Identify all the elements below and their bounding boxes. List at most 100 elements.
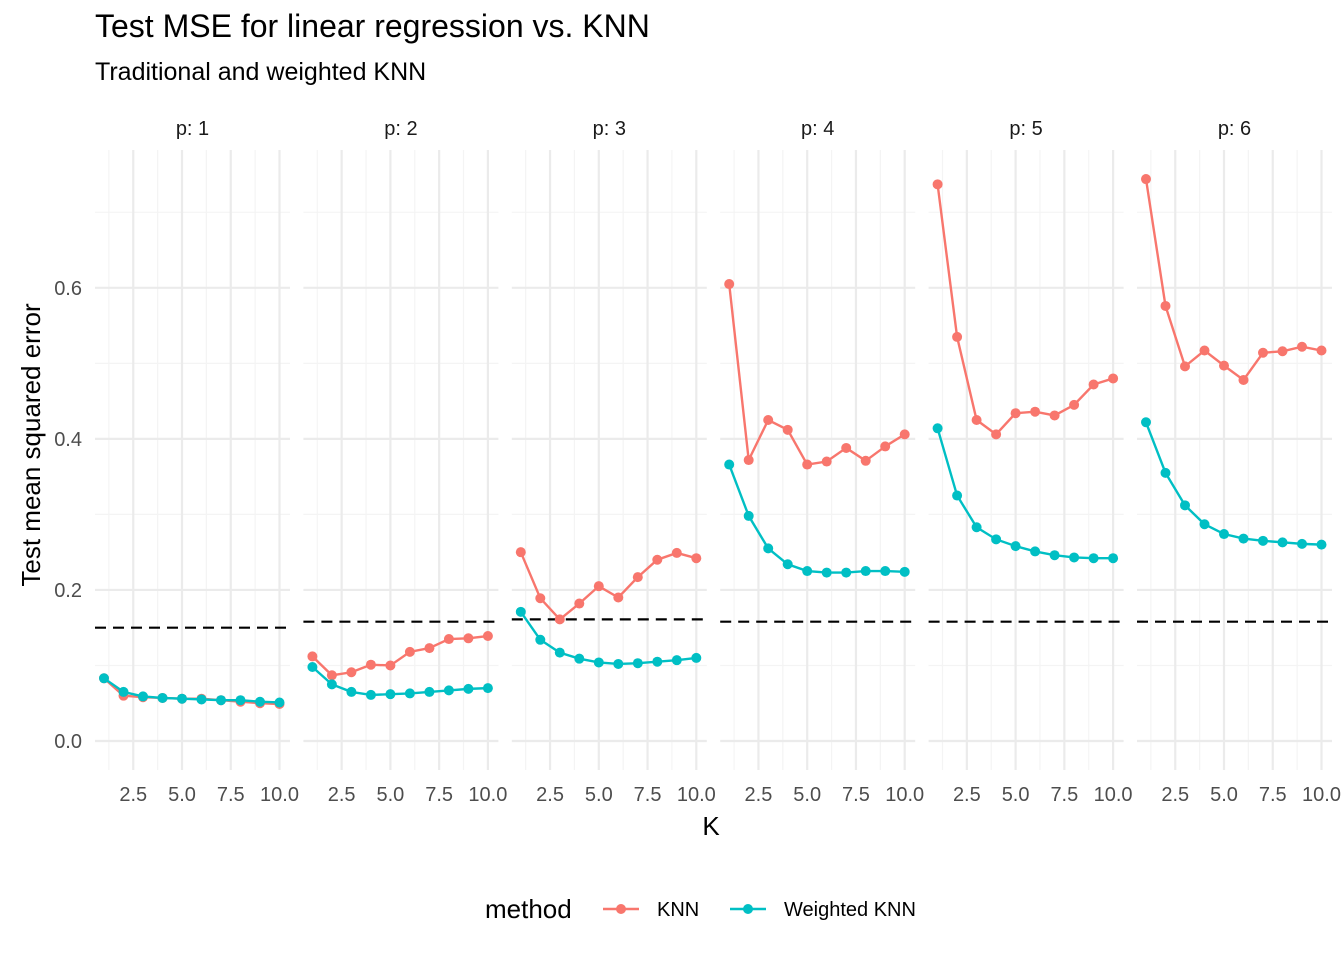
data-point-weighted-knn [1219, 529, 1229, 540]
data-point-weighted-knn [1108, 553, 1119, 564]
series-line-knn [1144, 178, 1322, 382]
facet-label: p: 4 [801, 118, 834, 140]
data-point-knn [326, 670, 337, 681]
data-point-weighted-knn [632, 658, 643, 669]
data-point-weighted-knn [118, 686, 129, 697]
data-point-weighted-knn [255, 696, 265, 707]
x-tick-label: 7.5 [217, 784, 245, 806]
x-tick-label: 7.5 [634, 784, 662, 806]
data-point-weighted-knn [99, 673, 109, 684]
x-tick-label: 2.5 [536, 784, 564, 806]
data-point-weighted-knn [1160, 467, 1171, 478]
data-point-knn [1180, 361, 1190, 372]
data-point-knn [1316, 345, 1327, 356]
facet-panel: p: 4 2.5 5.0 7.5 10.0 [720, 118, 924, 806]
x-tick-label: 5.0 [1210, 784, 1238, 806]
x-tick-label: 10.0 [468, 784, 507, 806]
series-line-weighted-knn [311, 666, 488, 697]
data-point-knn [1049, 410, 1060, 421]
y-tick-label: 0.4 [54, 429, 82, 451]
data-point-weighted-knn [880, 566, 891, 577]
x-tick-label: 5.0 [168, 784, 196, 806]
x-tick-label: 2.5 [1161, 784, 1189, 806]
x-tick-label: 2.5 [328, 784, 356, 806]
series-line-knn [936, 184, 1114, 436]
chart-subtitle: Traditional and weighted KNN [95, 58, 427, 86]
facet-label: p: 6 [1218, 118, 1251, 140]
data-point-knn [1219, 360, 1229, 371]
data-point-weighted-knn [307, 661, 318, 672]
data-point-weighted-knn [1088, 553, 1099, 564]
data-point-weighted-knn [1049, 550, 1060, 561]
data-point-knn [991, 429, 1002, 440]
data-point-knn [860, 455, 871, 466]
x-tick-label: 10.0 [260, 784, 299, 806]
x-tick-label: 10.0 [1094, 784, 1133, 806]
x-tick-label: 7.5 [1050, 784, 1078, 806]
data-point-weighted-knn [515, 606, 526, 617]
data-point-weighted-knn [671, 655, 682, 666]
data-point-knn [1088, 379, 1099, 390]
data-point-knn [404, 646, 415, 657]
data-point-knn [971, 414, 982, 425]
data-point-weighted-knn [691, 652, 702, 663]
data-point-weighted-knn [802, 566, 813, 577]
series-line-weighted-knn [936, 427, 1114, 560]
data-point-knn [1108, 373, 1119, 384]
data-point-weighted-knn [1199, 519, 1210, 530]
facet-panel: p: 3 2.5 5.0 7.5 10.0 [511, 118, 716, 806]
data-point-knn [1238, 374, 1249, 385]
data-point-knn [554, 614, 565, 625]
data-point-weighted-knn [463, 683, 474, 694]
x-axis-title: K [702, 811, 720, 841]
data-point-knn [1069, 399, 1080, 410]
data-point-knn [482, 631, 493, 642]
data-point-knn [743, 455, 754, 466]
facet-panel: p: 5 2.5 5.0 7.5 10.0 [928, 118, 1133, 806]
series-line-weighted-knn [1144, 421, 1322, 546]
x-tick-label: 5.0 [1002, 784, 1030, 806]
data-point-weighted-knn [613, 658, 624, 669]
data-point-knn [424, 643, 435, 654]
data-point-knn [535, 593, 546, 604]
data-point-weighted-knn [443, 685, 454, 696]
facet-label: p: 2 [384, 118, 417, 140]
data-point-knn [952, 331, 963, 342]
data-point-weighted-knn [763, 543, 774, 554]
data-point-knn [443, 634, 454, 645]
legend-title: method [485, 894, 572, 924]
x-tick-label: 2.5 [745, 784, 773, 806]
legend-label-knn: KNN [657, 899, 699, 921]
data-point-knn [307, 651, 318, 662]
data-point-knn [1160, 300, 1171, 311]
data-point-weighted-knn [574, 653, 585, 664]
data-point-knn [365, 659, 376, 670]
data-point-weighted-knn [1316, 539, 1327, 550]
data-point-weighted-knn [157, 692, 168, 703]
data-point-weighted-knn [1297, 538, 1307, 549]
legend: method KNN Weighted KNN [485, 894, 916, 924]
data-point-knn [1010, 408, 1021, 419]
data-point-weighted-knn [991, 534, 1002, 545]
y-tick-label: 0.2 [54, 580, 82, 602]
data-point-knn [763, 414, 774, 425]
data-point-weighted-knn [404, 688, 415, 699]
data-point-knn [574, 598, 585, 609]
data-point-knn [691, 553, 702, 564]
data-point-knn [724, 279, 735, 290]
data-point-weighted-knn [365, 689, 376, 700]
data-point-weighted-knn [1258, 535, 1268, 546]
data-point-knn [821, 456, 832, 467]
data-point-weighted-knn [535, 634, 546, 645]
data-point-weighted-knn [554, 647, 565, 658]
data-point-weighted-knn [821, 567, 832, 578]
series-line-weighted-knn [519, 611, 697, 666]
y-tick-label: 0.6 [54, 278, 82, 300]
x-tick-label: 2.5 [119, 784, 147, 806]
facet-label: p: 3 [593, 118, 626, 140]
data-point-weighted-knn [1238, 533, 1249, 544]
data-point-knn [1277, 346, 1288, 357]
x-tick-label: 7.5 [1259, 784, 1287, 806]
data-point-weighted-knn [177, 693, 187, 704]
data-point-weighted-knn [424, 686, 435, 697]
